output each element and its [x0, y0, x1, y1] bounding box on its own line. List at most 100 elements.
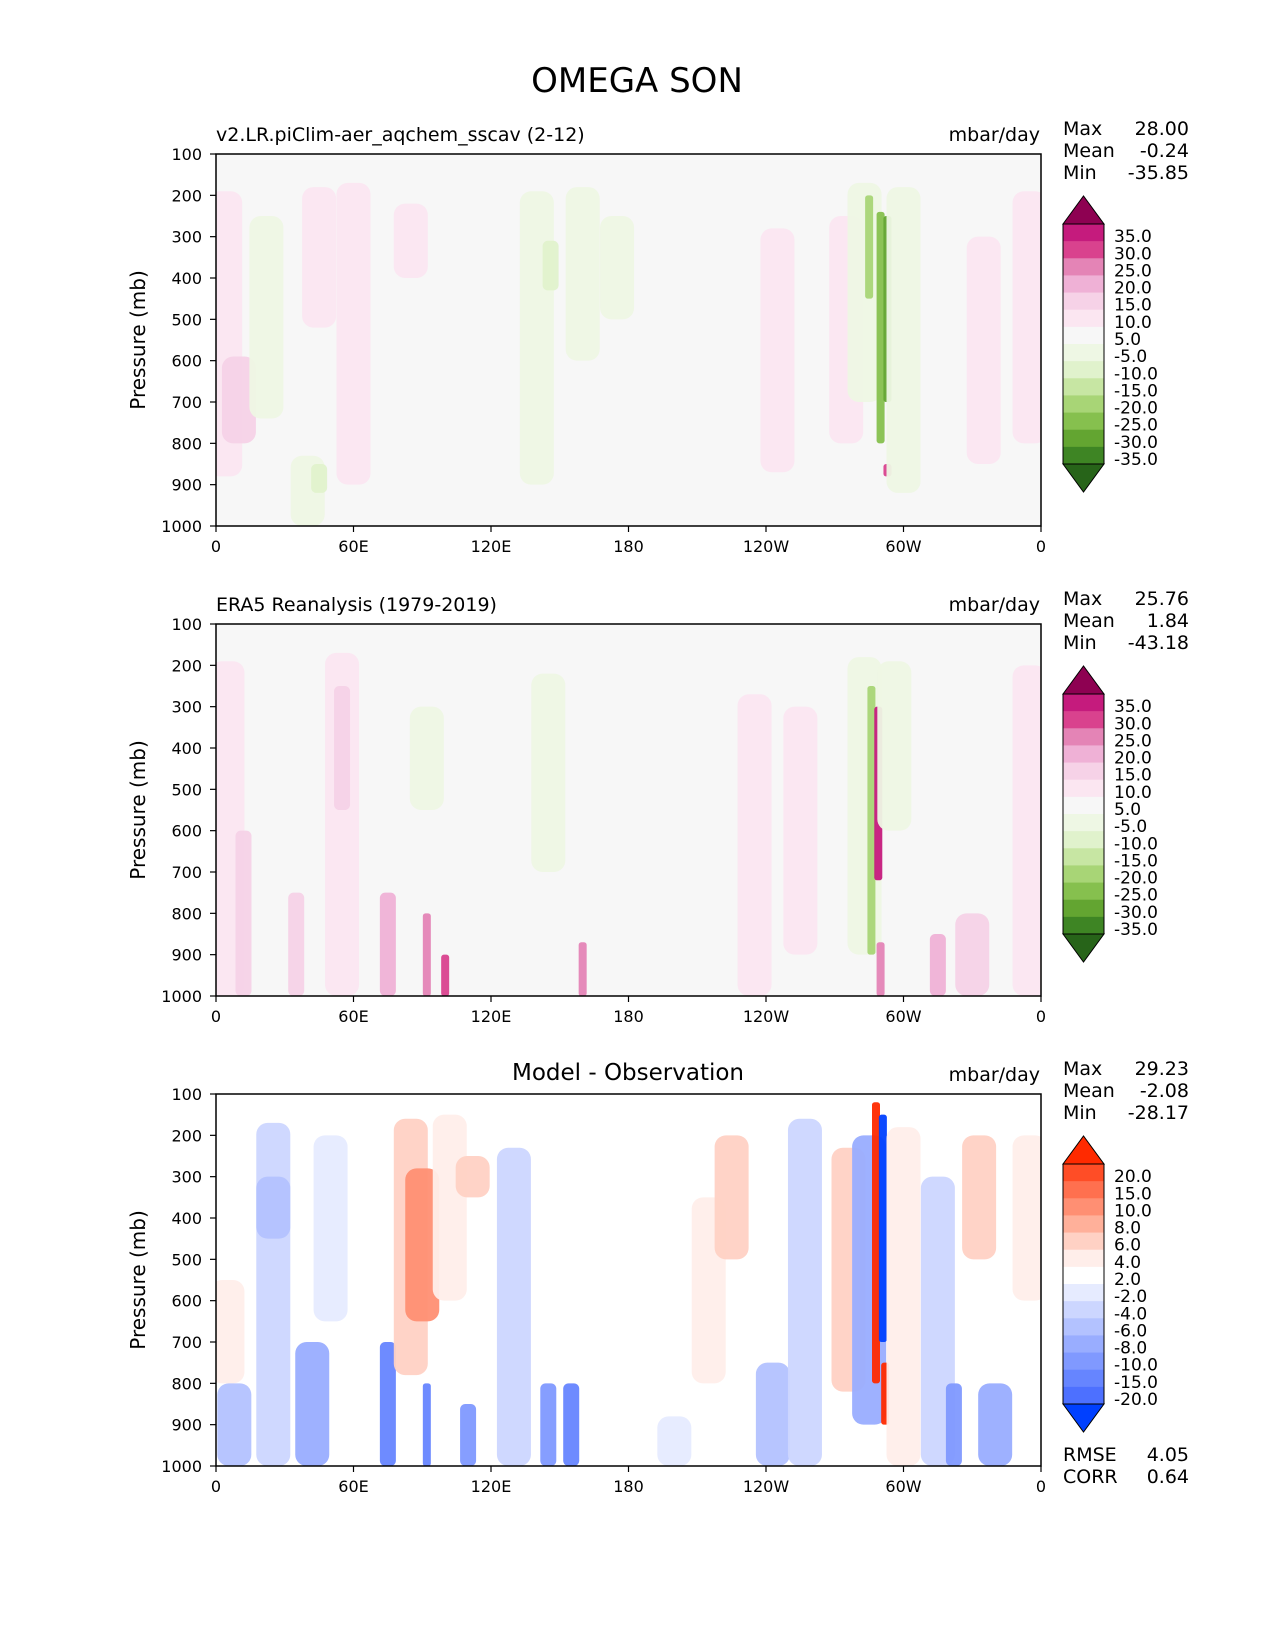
y-tick-label: 600: [171, 822, 202, 841]
colorbar-cell: [1063, 1284, 1104, 1302]
y-tick-label: 700: [171, 863, 202, 882]
y-tick-label: 100: [171, 615, 202, 634]
y-tick-label: 700: [171, 393, 202, 412]
colorbar-tick-label: 15.0: [1114, 296, 1152, 316]
heatmap-cell: [847, 182, 882, 402]
colorbar-tick-label: -15.0: [1114, 1373, 1158, 1393]
heatmap-cell: [409, 706, 444, 810]
heatmap-cell: [460, 1404, 477, 1466]
colorbar-frame: [1062, 1163, 1105, 1405]
heatmap-cell: [886, 1127, 921, 1466]
x-tick-label: 60E: [338, 537, 368, 556]
colorbar-tick-label: -10.0: [1114, 1356, 1158, 1376]
colorbar-cell: [1063, 1249, 1104, 1268]
stat-mean-label: Mean: [1063, 1080, 1115, 1102]
heatmap-cell: [865, 195, 874, 299]
x-tick-label: 120E: [471, 537, 512, 556]
heatmap-field: [216, 182, 1041, 526]
stat-min-label: Min: [1063, 1102, 1097, 1124]
colorbar-cell: [1063, 694, 1104, 712]
heatmap-cell: [1012, 191, 1041, 444]
stat-corr-label: CORR: [1063, 1466, 1118, 1488]
colorbar-tick-label: 2.0: [1114, 1270, 1141, 1290]
colorbar-cell: [1063, 429, 1104, 448]
x-tick-label: 0: [1036, 1477, 1046, 1496]
colorbar-cell: [1063, 412, 1104, 431]
colorbar-tick-label: -25.0: [1114, 886, 1158, 906]
stat-mean-label: Mean: [1063, 610, 1115, 632]
y-tick-label: 200: [171, 656, 202, 675]
colorbar-tick-label: -10.0: [1114, 834, 1158, 854]
heatmap-cell: [216, 1280, 245, 1384]
x-tick-label: 0: [1036, 537, 1046, 556]
colorbar-tick-label: 20.0: [1114, 1167, 1152, 1187]
panel-units: mbar/day: [949, 124, 1040, 146]
heatmap-cell: [441, 954, 450, 996]
colorbar-tick-label: 35.0: [1114, 227, 1152, 247]
heatmap-cell: [955, 913, 990, 996]
heatmap-cell: [519, 191, 554, 485]
stat-mean-value: -0.24: [1140, 140, 1189, 162]
stat-mean-label: Mean: [1063, 140, 1115, 162]
y-tick-label: 800: [171, 1374, 202, 1393]
stat-min-value: -28.17: [1128, 1102, 1189, 1124]
stat-max-label: Max: [1063, 1058, 1102, 1080]
colorbar-cell: [1063, 814, 1104, 832]
stat-mean-value: 1.84: [1147, 610, 1189, 632]
colorbar-cell: [1063, 796, 1104, 815]
colorbar-cell: [1063, 1352, 1104, 1371]
colorbar-cell: [1063, 1386, 1104, 1405]
colorbar: 35.030.025.020.015.010.05.0-5.0-10.0-15.…: [1062, 195, 1158, 493]
colorbar-cell: [1063, 344, 1104, 362]
colorbar-tick-label: -20.0: [1114, 1390, 1158, 1410]
x-tick-label: 60E: [338, 1007, 368, 1026]
heatmap-cell: [313, 1135, 348, 1322]
x-tick-label: 60E: [338, 1477, 368, 1496]
colorbar-cell: [1063, 762, 1104, 781]
colorbar-tick-label: -5.0: [1114, 817, 1147, 837]
heatmap-cell: [876, 211, 885, 444]
y-tick-label: 300: [171, 228, 202, 247]
heatmap-cell: [432, 1114, 467, 1301]
heatmap-cell: [334, 686, 351, 810]
heatmap-cell: [405, 1168, 440, 1322]
y-tick-label: 100: [171, 1085, 202, 1104]
colorbar-tick-label: -30.0: [1114, 433, 1158, 453]
heatmap-cell: [422, 913, 431, 996]
x-tick-label: 120W: [743, 537, 790, 556]
colorbar-tick-label: 8.0: [1114, 1219, 1141, 1239]
y-tick-label: 800: [171, 434, 202, 453]
x-tick-label: 180: [613, 537, 644, 556]
heatmap-cell: [540, 1383, 557, 1466]
heatmap-cell: [455, 1156, 490, 1198]
colorbar-tick-label: 10.0: [1114, 783, 1152, 803]
y-tick-label: 400: [171, 269, 202, 288]
colorbar-tick-label: 20.0: [1114, 749, 1152, 769]
x-tick-label: 0: [211, 537, 221, 556]
x-tick-label: 120E: [471, 1007, 512, 1026]
colorbar-tick-label: 6.0: [1114, 1236, 1141, 1256]
heatmap-cell: [600, 216, 635, 320]
heatmap-cell: [877, 661, 912, 831]
colorbar-cell: [1063, 728, 1104, 746]
stat-min-label: Min: [1063, 162, 1097, 184]
y-tick-label: 500: [171, 1250, 202, 1269]
heatmap-cell: [422, 1383, 431, 1466]
panel-model: v2.LR.piClim-aer_aqchem_sscav (2-12) mba…: [126, 118, 1189, 556]
panel-title: Model - Observation: [512, 1060, 744, 1086]
x-tick-label: 0: [211, 1477, 221, 1496]
colorbar-cell: [1063, 326, 1104, 345]
colorbar-cell: [1063, 711, 1104, 729]
colorbar-cell: [1063, 275, 1104, 294]
colorbar-cell: [1063, 865, 1104, 884]
colorbar-cell: [1063, 916, 1104, 935]
y-tick-label: 900: [171, 1416, 202, 1435]
stat-corr-value: 0.64: [1147, 1466, 1189, 1488]
colorbar-tick-label: -35.0: [1114, 920, 1158, 940]
heatmap-cell: [531, 673, 566, 872]
heatmap-cell: [657, 1416, 692, 1466]
x-tick-label: 180: [613, 1477, 644, 1496]
colorbar-frame: [1062, 693, 1105, 935]
colorbar-cell: [1063, 831, 1104, 849]
x-tick-label: 120W: [743, 1007, 790, 1026]
